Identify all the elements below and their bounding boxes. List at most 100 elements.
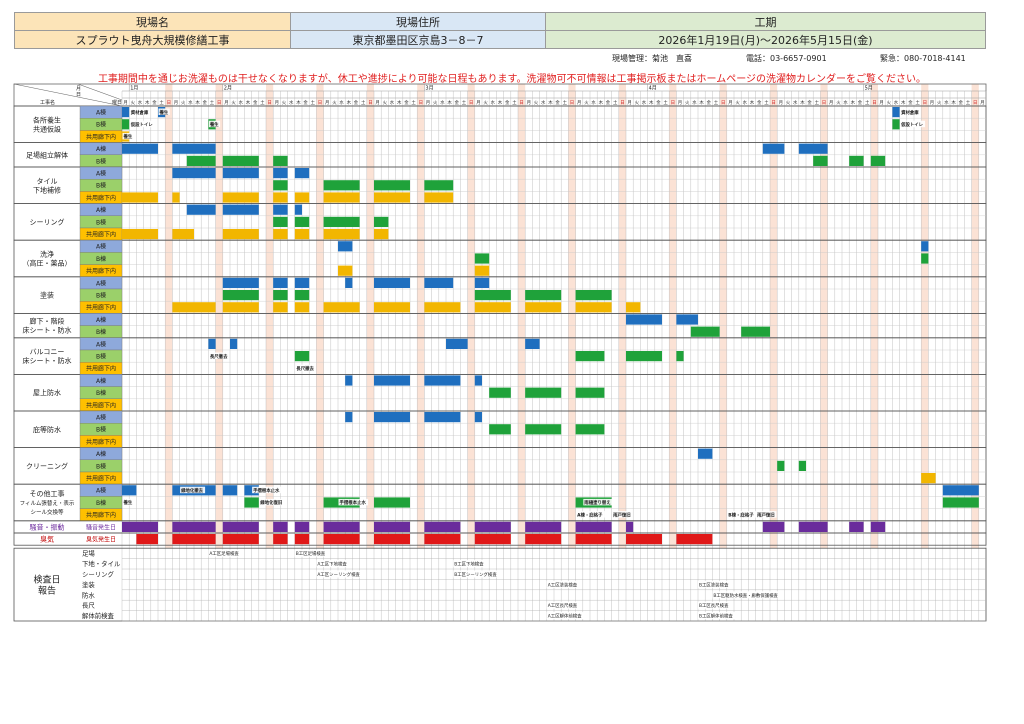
weekday-label: 土 <box>815 99 820 106</box>
weekday-label: 水 <box>491 99 496 106</box>
schedule-bar <box>474 277 490 288</box>
schedule-bar <box>921 473 936 484</box>
sunday-column <box>568 84 576 549</box>
row-label: B棟 <box>96 389 106 397</box>
schedule-bar <box>273 277 288 288</box>
schedule-bar <box>626 351 662 362</box>
schedule-bar <box>424 412 461 423</box>
weekday-label: 土 <box>512 99 517 106</box>
inspection-note-background <box>316 560 351 568</box>
section-name: 庇等防水 <box>33 425 61 434</box>
schedule-bar <box>244 497 259 508</box>
inspection-note-background <box>316 570 364 578</box>
schedule-bar <box>798 143 828 154</box>
row-label: 共用廊下内 <box>86 475 116 483</box>
noise-bar <box>323 521 360 532</box>
schedule-bar <box>374 192 410 203</box>
schedule-bar <box>222 290 259 301</box>
note-background <box>727 511 757 518</box>
schedule-bar <box>374 277 410 288</box>
schedule-bar <box>424 302 461 313</box>
schedule-bar <box>575 351 605 362</box>
schedule-bar <box>323 192 360 203</box>
odor-row-label: 臭気発生日 <box>86 536 116 544</box>
sunday-column <box>417 84 425 549</box>
schedule-bar <box>186 155 216 166</box>
note-background <box>158 108 170 115</box>
weekday-label: 日 <box>469 100 473 106</box>
row-label: B棟 <box>96 499 106 507</box>
odor-bar <box>294 534 310 545</box>
schedule-note: 養生 <box>209 121 219 128</box>
section-name: 屋上防水 <box>33 388 61 397</box>
inspection-row-label: 解体前検査 <box>82 611 115 620</box>
schedule-bar <box>424 277 454 288</box>
section-name: クリーニング <box>26 461 68 470</box>
note-background <box>612 511 633 518</box>
noise-bar <box>424 521 461 532</box>
note-background <box>180 486 206 494</box>
weekday-label: 木 <box>800 99 805 106</box>
weekday-label: 水 <box>239 99 244 106</box>
weekday-label: 金 <box>858 99 863 106</box>
weekday-label: 水 <box>591 99 596 106</box>
weekday-label: 土 <box>915 99 920 106</box>
weekday-label: 土 <box>411 99 416 106</box>
weekday-label: 木 <box>447 99 452 106</box>
section-frame <box>13 483 987 522</box>
schedule-bar <box>172 302 216 313</box>
row-label: A棟 <box>96 316 106 324</box>
inspection-title: 報告 <box>38 584 56 596</box>
sunday-column <box>770 84 778 549</box>
schedule-note: 長尺撤去 <box>296 365 314 372</box>
note-background <box>208 352 230 359</box>
weekday-label: 日 <box>721 100 725 106</box>
schedule-bar <box>676 314 698 325</box>
noise-bar <box>626 521 634 532</box>
schedule-bar <box>690 326 720 337</box>
site-address-label: 現場住所 <box>290 12 546 31</box>
note-background <box>900 108 921 115</box>
inspection-note: A工区長尺検査 <box>548 602 578 609</box>
schedule-bar <box>525 302 562 313</box>
weekday-label: 月 <box>527 100 531 106</box>
noise-bar <box>798 521 828 532</box>
schedule-bar <box>575 302 612 313</box>
weekday-label: 水 <box>793 99 798 106</box>
schedule-bar <box>172 192 180 203</box>
section-name: 塗装 <box>40 291 54 300</box>
schedule-bar <box>323 302 360 313</box>
weekday-label: 金 <box>303 99 308 106</box>
weekday-label: 日 <box>973 100 977 106</box>
schedule-bar <box>273 168 288 179</box>
row-label: B棟 <box>96 182 106 190</box>
schedule-note: 手摺根本止水 <box>340 499 367 506</box>
weekday-label: 木 <box>599 99 604 106</box>
row-label: A棟 <box>96 340 106 348</box>
row-label: A棟 <box>96 243 106 251</box>
sunday-column <box>719 84 727 549</box>
schedule-bar <box>525 424 562 435</box>
row-label: A棟 <box>96 414 106 422</box>
inspection-note-background <box>698 580 732 588</box>
weekday-label: 土 <box>311 99 316 106</box>
schedule-bar <box>222 192 259 203</box>
row-label: B棟 <box>96 255 106 263</box>
weekday-label: 月 <box>980 100 984 106</box>
schedule-bar <box>222 168 259 179</box>
schedule-bar <box>294 229 310 240</box>
section-name: 共通仮設 <box>33 124 61 133</box>
inspection-note: B工区シーリング検査 <box>454 571 497 578</box>
odor-bar <box>273 534 288 545</box>
odor-bar <box>575 534 612 545</box>
schedule-bar <box>294 351 310 362</box>
schedule-bar <box>294 216 310 227</box>
schedule-bar <box>575 424 605 435</box>
sunday-column <box>669 84 677 549</box>
noise-bar <box>122 521 158 532</box>
weekday-label: 金 <box>555 99 560 106</box>
schedule-bar <box>626 314 662 325</box>
note-background <box>252 486 282 494</box>
schedule-bar <box>892 107 900 118</box>
note-background <box>129 108 151 115</box>
